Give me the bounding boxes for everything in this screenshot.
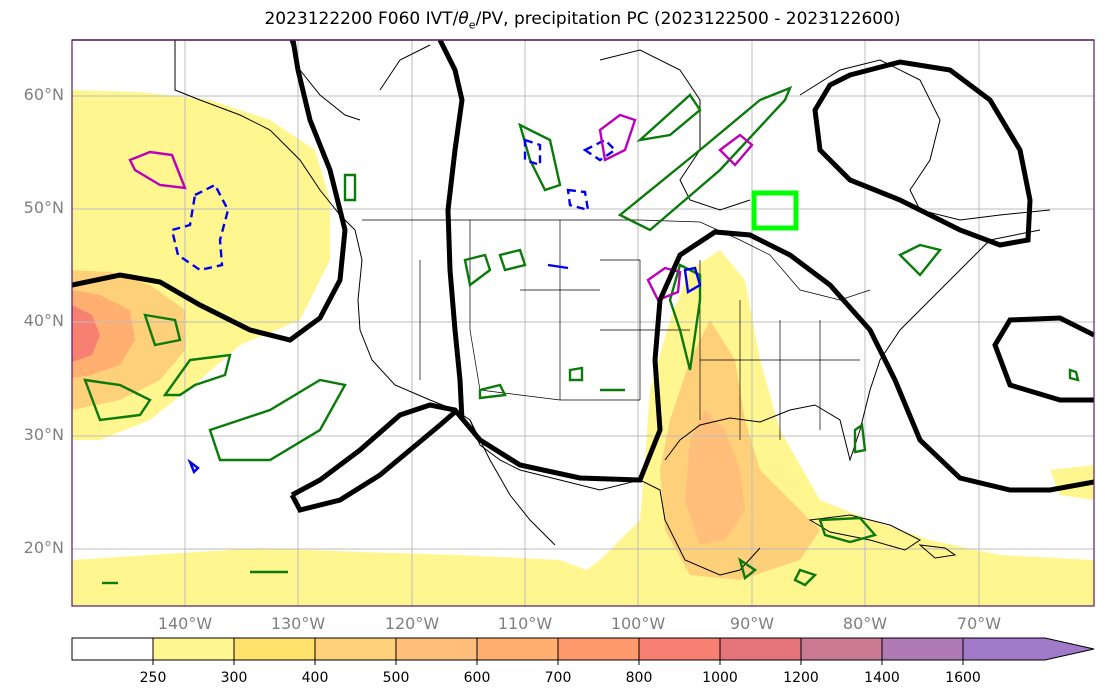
colorbar-tick-label: 700 xyxy=(544,670,572,686)
colorbar-segment-6 xyxy=(557,637,640,661)
lon-label: 130°W xyxy=(270,614,326,633)
colorbar-tick-label: 500 xyxy=(382,670,410,686)
colorbar-segment-8 xyxy=(719,637,802,661)
colorbar-segment-4 xyxy=(395,637,478,661)
colorbar-tick-label: 1400 xyxy=(864,670,900,686)
magenta-contours xyxy=(128,113,754,302)
map-content xyxy=(72,40,1094,606)
green-contours xyxy=(83,85,1080,587)
lon-label: 140°W xyxy=(157,614,213,633)
lat-label: 50°N xyxy=(23,198,64,217)
lat-label: 30°N xyxy=(23,425,64,444)
lat-label: 20°N xyxy=(23,538,64,557)
lon-label: 100°W xyxy=(610,614,666,633)
colorbar-extend-arrow xyxy=(962,637,1095,661)
black-contours xyxy=(72,40,1094,513)
colorbar-segment-10 xyxy=(881,637,964,661)
ivt-shading xyxy=(72,90,1094,606)
ivt-south-band xyxy=(72,548,600,606)
colorbar-tick-label: 1600 xyxy=(945,670,981,686)
colorbar-tick-label: 400 xyxy=(301,670,329,686)
lat-label: 40°N xyxy=(23,311,64,330)
colorbar-segment-5 xyxy=(476,637,559,661)
colorbar-tick-label: 800 xyxy=(625,670,653,686)
lon-label: 90°W xyxy=(729,614,775,633)
ivt-east-band xyxy=(1050,465,1094,500)
highlight-box xyxy=(751,190,799,231)
colorbar-segment-7 xyxy=(638,637,721,661)
colorbar-segment-3 xyxy=(314,637,397,661)
map-title: 2023122200 F060 IVT/θe/PV, precipitation… xyxy=(264,9,901,32)
colorbar-segment-1 xyxy=(152,637,235,661)
lon-label: 70°W xyxy=(956,614,1002,633)
colorbar-tick-label: 300 xyxy=(220,670,248,686)
blue-contours xyxy=(170,138,702,475)
lon-label: 80°W xyxy=(842,614,888,633)
lat-label: 60°N xyxy=(23,85,64,104)
colorbar-tick-label: 600 xyxy=(463,670,491,686)
colorbar-tick-label: 250 xyxy=(139,670,167,686)
ivt-gulf-core-2 xyxy=(685,410,745,545)
colorbar-tick-label: 1200 xyxy=(783,670,819,686)
colorbar-segment-9 xyxy=(800,637,883,661)
colorbar-segment-2 xyxy=(233,637,316,661)
colorbar-tick-label: 1000 xyxy=(702,670,738,686)
colorbar-segment-0 xyxy=(71,637,154,661)
ivt-pacific-core-3 xyxy=(72,305,100,362)
colorbar xyxy=(71,637,1095,665)
lon-label: 110°W xyxy=(497,614,553,633)
lon-label: 120°W xyxy=(384,614,440,633)
graticule xyxy=(72,40,1094,606)
